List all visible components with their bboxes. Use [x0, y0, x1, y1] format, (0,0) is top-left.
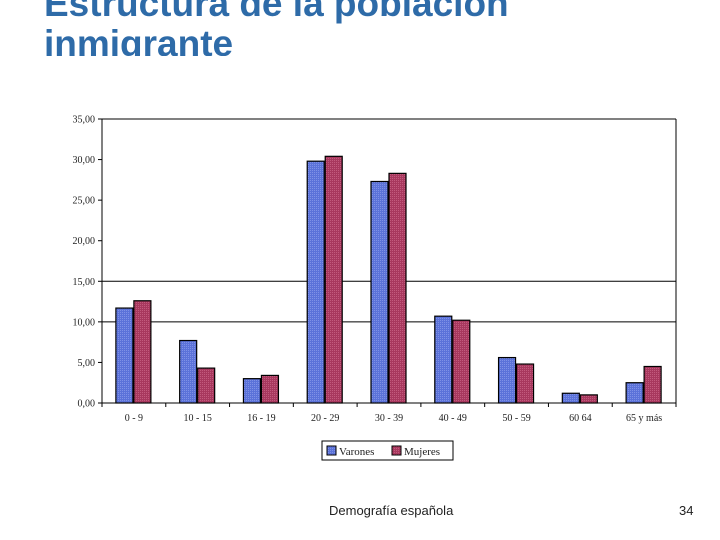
- bar-varones: [434, 315, 453, 404]
- x-tick-label: 16 - 19: [247, 413, 275, 424]
- y-tick-label: 15,00: [73, 277, 96, 288]
- bar-varones: [625, 382, 644, 404]
- bar-mujeres: [324, 155, 343, 404]
- bar-varones: [242, 378, 262, 404]
- x-tick-label: 50 - 59: [502, 413, 530, 424]
- footer-text: Demografía española: [329, 503, 454, 518]
- x-tick-label: 65 y más: [626, 413, 662, 424]
- y-tick-label: 35,00: [73, 115, 96, 126]
- x-tick-label: 30 - 39: [375, 413, 403, 424]
- bar-mujeres: [452, 319, 471, 404]
- legend-swatch-mujeres: [391, 445, 402, 456]
- x-tick-label: 40 - 49: [439, 413, 467, 424]
- slide-title-line1: Estructura de la población: [44, 0, 509, 24]
- bar-mujeres: [515, 363, 535, 404]
- legend-swatch-varones: [326, 445, 337, 456]
- y-tick-label: 10,00: [73, 317, 96, 328]
- y-tick-label: 5,00: [78, 358, 96, 369]
- legend-label-varones: Varones: [339, 446, 374, 458]
- legend: Varones Mujeres: [321, 440, 454, 461]
- y-tick-label: 25,00: [73, 196, 96, 207]
- bar-varones: [497, 356, 517, 404]
- bar-mujeres: [643, 365, 662, 404]
- page-number: 34: [679, 503, 694, 518]
- y-tick-label: 20,00: [73, 236, 96, 247]
- bar-varones: [179, 339, 198, 404]
- x-tick-label: 10 - 15: [183, 413, 211, 424]
- x-tick-label: 60 64: [569, 413, 592, 424]
- bars-layer: [115, 155, 662, 404]
- bar-varones: [306, 160, 325, 404]
- bar-varones: [115, 307, 134, 404]
- slide-title: Estructura de la población inmigrante: [44, 0, 684, 56]
- legend-label-mujeres: Mujeres: [404, 446, 440, 458]
- x-tick-label: 20 - 29: [311, 413, 339, 424]
- bar-varones: [370, 180, 389, 404]
- legend-box: [321, 440, 454, 461]
- bar-mujeres: [579, 394, 598, 404]
- bar-mujeres: [197, 367, 216, 404]
- y-tick-label: 0,00: [78, 399, 96, 410]
- bar-mujeres: [260, 374, 280, 404]
- slide-title-line2: inmigrante: [44, 23, 234, 57]
- ticks-layer: 0,00 5,00 10,00 15,00 20,00 25,00 30,00 35,00 0 …: [73, 115, 677, 424]
- bar-mujeres: [388, 172, 407, 404]
- y-tick-label: 30,00: [73, 155, 96, 166]
- bar-varones: [561, 392, 580, 404]
- x-tick-label: 0 - 9: [125, 413, 143, 424]
- bar-mujeres: [133, 300, 152, 404]
